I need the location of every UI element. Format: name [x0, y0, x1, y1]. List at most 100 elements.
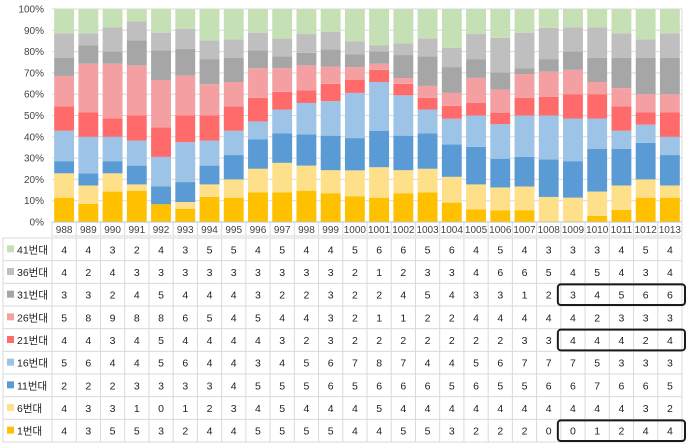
data-label: 4 — [328, 403, 334, 415]
bar-segment — [538, 96, 559, 116]
series-label: 21번대 — [17, 335, 48, 347]
data-label: 4 — [522, 403, 528, 415]
data-label: 4 — [231, 380, 237, 392]
bar-segment — [175, 48, 196, 76]
bar-segment — [102, 51, 123, 64]
data-label: 6 — [182, 358, 188, 370]
bar-segment — [272, 91, 293, 110]
bar-segment — [538, 71, 559, 97]
data-label: 1 — [522, 290, 528, 302]
data-label: 2 — [497, 426, 503, 438]
data-label: 3 — [110, 335, 116, 347]
data-label: 3 — [328, 335, 334, 347]
data-label: 6 — [522, 267, 528, 279]
data-label: 4 — [449, 290, 455, 302]
bar-segment — [514, 186, 535, 211]
bar-segment — [611, 106, 632, 131]
bar-segment — [126, 9, 147, 22]
bar-segment — [320, 101, 341, 136]
data-label: 3 — [643, 267, 649, 279]
data-label: 6 — [328, 380, 334, 392]
bar-segment — [54, 75, 75, 107]
data-label: 5 — [352, 244, 358, 256]
bar-segment — [490, 112, 511, 125]
bar-segment — [563, 51, 583, 70]
data-label: 3 — [158, 426, 164, 438]
bar-segment — [466, 209, 486, 222]
bar-segment — [369, 197, 390, 222]
data-label: 6 — [497, 267, 503, 279]
x-tick-label: 989 — [80, 225, 97, 236]
x-tick-label: 1004 — [441, 225, 464, 236]
data-label: 2 — [473, 426, 479, 438]
bar-segment — [393, 9, 414, 44]
data-label: 1 — [594, 426, 600, 438]
bar-segment — [78, 9, 99, 34]
data-label: 2 — [352, 290, 358, 302]
data-label: 4 — [110, 358, 116, 370]
bar-segment — [417, 38, 438, 57]
legend-key — [7, 426, 14, 434]
data-label: 5 — [207, 244, 213, 256]
bar-segment — [611, 209, 632, 222]
x-tick-label: 993 — [177, 225, 194, 236]
bar-segment — [54, 161, 75, 174]
bar-segment — [199, 184, 220, 197]
data-label: 2 — [352, 267, 358, 279]
bar-segment — [272, 56, 293, 69]
data-label: 6 — [449, 244, 455, 256]
data-label: 5 — [400, 426, 406, 438]
data-label: 2 — [473, 335, 479, 347]
data-label: 4 — [400, 290, 406, 302]
data-label: 4 — [231, 335, 237, 347]
y-tick-label: 100% — [18, 5, 44, 16]
data-label: 3 — [255, 358, 261, 370]
bar-segment — [296, 134, 317, 166]
data-label: 5 — [158, 358, 164, 370]
bar-segment — [320, 135, 341, 171]
bar-segment — [441, 144, 462, 177]
bar-segment — [223, 9, 244, 40]
bar-segment — [441, 118, 462, 145]
x-tick-label: 1002 — [392, 225, 415, 236]
data-label: 3 — [449, 426, 455, 438]
bar-segment — [320, 170, 341, 194]
data-label: 3 — [134, 267, 140, 279]
series-label: 31번대 — [17, 290, 48, 302]
data-label: 2 — [134, 244, 140, 256]
bar-segment — [223, 39, 244, 58]
bar-segment — [466, 77, 486, 103]
bar-segment — [417, 192, 438, 222]
bar-segment — [272, 38, 293, 57]
bar-segment — [78, 185, 99, 204]
bar-segment — [151, 204, 171, 222]
bar-segment — [611, 185, 632, 210]
data-label: 3 — [61, 290, 67, 302]
data-label: 5 — [594, 358, 600, 370]
data-label: 6 — [85, 358, 91, 370]
data-label: 6 — [425, 380, 431, 392]
data-label: 3 — [304, 267, 310, 279]
data-label: 4 — [667, 426, 673, 438]
data-label: 5 — [449, 380, 455, 392]
x-tick-label: 1013 — [659, 225, 682, 236]
y-tick-label: 80% — [24, 47, 44, 58]
y-tick-label: 10% — [24, 196, 44, 207]
data-label: 3 — [134, 380, 140, 392]
data-label: 8 — [376, 358, 382, 370]
x-tick-label: 1001 — [368, 225, 391, 236]
bar-segment — [78, 45, 99, 64]
bar-segment — [587, 9, 608, 28]
series-label: 16번대 — [17, 358, 48, 370]
data-label: 4 — [207, 290, 213, 302]
bar-segment — [490, 89, 511, 113]
data-label: 5 — [279, 380, 285, 392]
data-label: 5 — [667, 380, 673, 392]
data-label: 4 — [207, 335, 213, 347]
bar-segment — [659, 185, 680, 198]
y-tick-label: 20% — [24, 175, 44, 186]
data-label: 5 — [497, 244, 503, 256]
bar-segment — [126, 65, 147, 116]
data-label: 2 — [207, 403, 213, 415]
data-label: 7 — [546, 358, 552, 370]
